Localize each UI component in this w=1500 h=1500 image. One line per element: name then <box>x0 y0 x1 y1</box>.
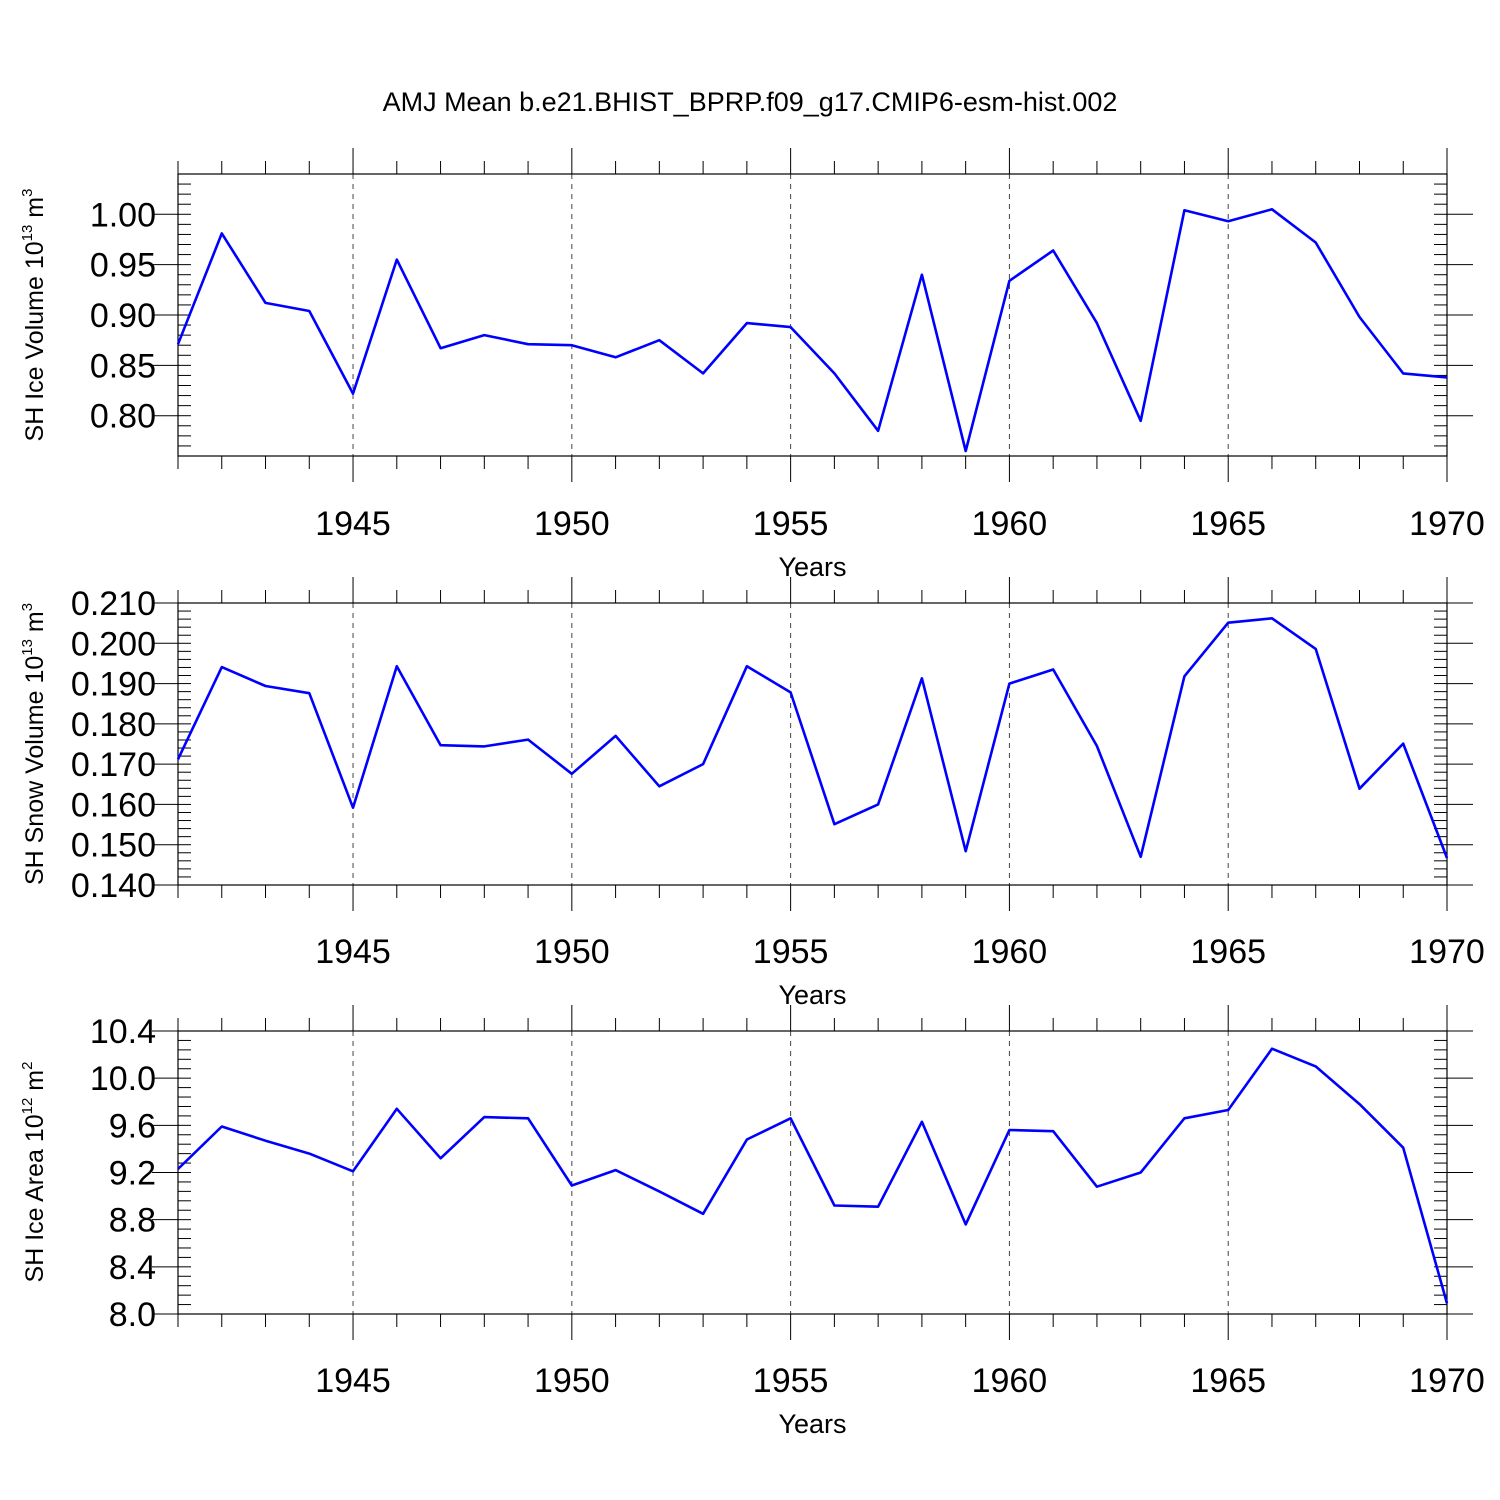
x-tick-label: 1950 <box>534 933 610 971</box>
y-tick-label: 0.190 <box>71 666 156 704</box>
y-tick-label: 0.80 <box>90 398 156 436</box>
panels: 0.80 0.85 0.90 0.95 1.00 1945 1950 1955 1960 1965… <box>19 148 1485 1439</box>
y-tick-label: 0.210 <box>71 585 156 623</box>
x-tick-label: 1965 <box>1190 505 1266 543</box>
x-axis-title: Years <box>778 1409 846 1439</box>
x-tick-label: 1945 <box>315 1362 391 1400</box>
y-tick-label: 0.150 <box>71 827 156 865</box>
x-tick-label: 1955 <box>753 505 829 543</box>
y-tick-label: 8.0 <box>109 1296 156 1334</box>
series-line <box>177 1047 1449 1304</box>
x-tick-label: 1945 <box>315 933 391 971</box>
x-tick-label: 1965 <box>1190 933 1266 971</box>
y-axis-title: SH Ice Volume 1013 m3 <box>19 189 49 442</box>
y-tick-label: 8.8 <box>109 1202 156 1240</box>
y-tick-label: 10.4 <box>90 1013 156 1051</box>
y-tick-label: 0.90 <box>90 297 156 335</box>
plot-frame <box>177 173 1448 457</box>
series-line <box>176 616 1449 859</box>
y-tick-label: 0.160 <box>71 786 156 824</box>
x-tick-label: 1960 <box>972 1362 1048 1400</box>
y-axis-title: SH Ice Area 1012 m2 <box>19 1062 49 1283</box>
chart-panel-3: 8.0 8.4 8.8 9.2 9.6 10.0 10.4 1945 1950 1955 1960 1… <box>19 1005 1485 1439</box>
x-tick-label: 1970 <box>1409 505 1485 543</box>
x-tick-label: 1955 <box>753 933 829 971</box>
x-tick-label: 1950 <box>534 505 610 543</box>
y-tick-label: 0.95 <box>90 247 156 285</box>
plot-frame <box>177 1030 1448 1315</box>
y-tick-label: 8.4 <box>109 1249 156 1287</box>
x-tick-label: 1960 <box>972 933 1048 971</box>
chart-panel-2: 0.1400.1500.1600.1700.1800.1900.2000.210… <box>19 577 1485 1010</box>
y-tick-label: 1.00 <box>90 196 156 234</box>
y-axis-title: SH Snow Volume 1013 m3 <box>19 603 49 885</box>
plot-frame <box>177 602 1448 886</box>
x-tick-label: 1955 <box>753 1362 829 1400</box>
x-tick-label: 1970 <box>1409 933 1485 971</box>
x-axis-title: Years <box>778 552 846 582</box>
x-tick-label: 1970 <box>1409 1362 1485 1400</box>
series-line <box>176 208 1448 453</box>
y-tick-label: 0.200 <box>71 625 156 663</box>
x-tick-label: 1965 <box>1190 1362 1266 1400</box>
y-tick-label: 9.6 <box>109 1107 156 1145</box>
y-tick-label: 9.2 <box>109 1155 156 1193</box>
y-tick-label: 0.170 <box>71 746 156 784</box>
y-tick-label: 0.85 <box>90 347 156 385</box>
x-tick-label: 1950 <box>534 1362 610 1400</box>
chart-panel-1: 0.80 0.85 0.90 0.95 1.00 1945 1950 1955 1960 1965… <box>19 148 1485 582</box>
x-tick-label: 1960 <box>972 505 1048 543</box>
y-tick-label: 0.140 <box>71 867 156 905</box>
y-tick-label: 10.0 <box>90 1060 156 1098</box>
x-tick-label: 1945 <box>315 505 391 543</box>
y-tick-label: 0.180 <box>71 706 156 744</box>
x-axis-title: Years <box>778 980 846 1010</box>
chart-title: AMJ Mean b.e21.BHIST_BPRP.f09_g17.CMIP6-… <box>383 87 1118 117</box>
